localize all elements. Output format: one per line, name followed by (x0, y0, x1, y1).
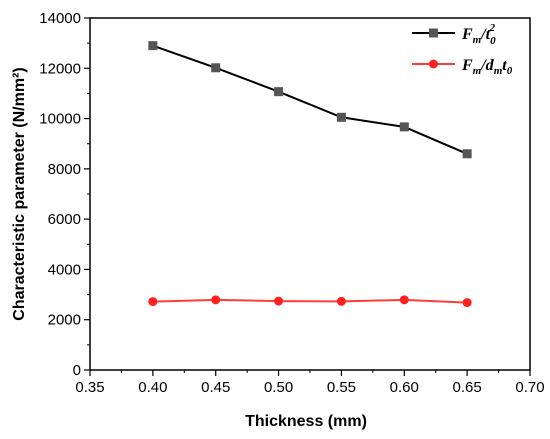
legend-marker-series-2 (429, 59, 438, 69)
series-2-point (148, 297, 158, 307)
series-1-line (152, 44, 468, 155)
x-axis-title: Thickness (mm) (245, 413, 367, 430)
series-1-point (462, 149, 472, 159)
y-tick-label: 4000 (48, 261, 81, 278)
series-1 (148, 41, 472, 159)
series-1-point (211, 63, 221, 73)
y-tick-label: 10000 (39, 111, 81, 128)
series-2-point (211, 295, 221, 305)
series-layer (148, 41, 472, 308)
series-1-point (336, 112, 346, 122)
legend: Fm/t02 Fm/dmt0 (412, 22, 513, 77)
x-tick-label: 0.65 (453, 379, 482, 396)
series-1-point (148, 41, 158, 51)
series-2-line (152, 298, 468, 304)
y-tick-label: 8000 (48, 161, 81, 178)
x-tick-label: 0.60 (390, 379, 419, 396)
y-tick-label: 0 (73, 362, 81, 379)
series-2-point (274, 296, 284, 306)
x-tick-label: 0.40 (138, 379, 167, 396)
ticks: 0.35 0.40 0.45 0.50 0.55 0.60 0.65 0.70 0 2000 400… (39, 10, 544, 396)
y-tick-label: 2000 (48, 312, 81, 329)
series-2-point (336, 296, 346, 306)
y-axis-title: Characteristic parameter (N/mm²) (11, 67, 28, 320)
series-2-point (399, 295, 409, 305)
x-tick-label: 0.35 (75, 379, 104, 396)
y-tick-label: 12000 (39, 60, 81, 77)
legend-label-series-1: Fm/t02 (461, 22, 496, 47)
x-tick-label: 0.50 (264, 379, 293, 396)
y-tick-label: 14000 (39, 10, 81, 27)
series-2 (148, 295, 472, 308)
series-1-point (274, 87, 284, 97)
x-tick-label: 0.70 (515, 379, 544, 396)
legend-marker-series-1 (429, 28, 438, 38)
series-1-point (399, 122, 409, 132)
series-2-point (462, 298, 472, 308)
x-tick-label: 0.55 (327, 379, 356, 396)
x-tick-label: 0.45 (201, 379, 230, 396)
y-tick-label: 6000 (48, 211, 81, 228)
legend-label-series-2: Fm/dmt0 (461, 57, 513, 77)
